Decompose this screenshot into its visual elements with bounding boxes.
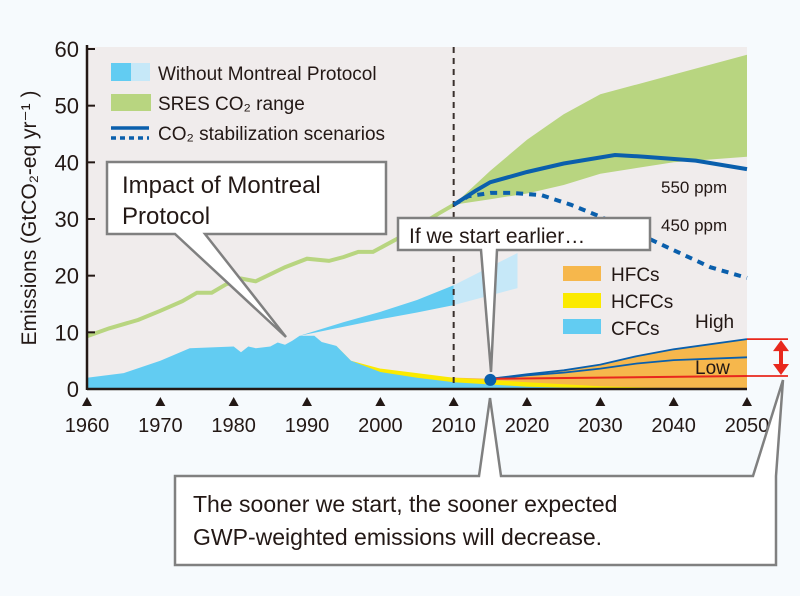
- legend-swatch-sres: [111, 94, 151, 111]
- legend-gases: HFCs HCFCs CFCs: [563, 265, 673, 340]
- x-tick-label: 2050: [725, 415, 770, 437]
- y-tick-label: 60: [55, 37, 79, 62]
- legend-label-sres: SRES CO₂ range: [158, 94, 305, 115]
- y-tick-label: 0: [67, 377, 79, 402]
- x-tick-marker: [228, 397, 239, 406]
- sres-history-line: [86, 203, 455, 339]
- label-450ppm: 450 ppm: [661, 216, 727, 235]
- stabilization-550ppm-line: [452, 152, 748, 207]
- callout-earlier-text: If we start earlier…: [409, 225, 585, 248]
- y-tick-label: 50: [55, 94, 79, 119]
- y-tick-label: 10: [55, 320, 79, 345]
- start-point-marker: [484, 373, 497, 386]
- label-low: Low: [695, 358, 730, 379]
- y-axis-label: Emissions (GtCO₂-eq yr⁻¹ ): [18, 91, 41, 346]
- callout-sooner-line2: GWP-weighted emissions will decrease.: [193, 524, 602, 550]
- legend-label-stabilization: CO₂ stabilization scenarios: [158, 124, 385, 145]
- without-mp-area: [299, 285, 454, 336]
- y-tick-label: 20: [55, 264, 79, 289]
- stabilization-450ppm-line: [452, 190, 748, 280]
- x-tick-label: 2040: [651, 415, 696, 437]
- x-tick-label: 2020: [505, 415, 550, 437]
- legend-swatch-without-mp-light: [131, 63, 150, 81]
- callout-montreal-shape: [105, 160, 388, 338]
- x-tick-label: 2030: [578, 415, 623, 437]
- legend-top: Without Montreal Protocol SRES CO₂ range…: [111, 63, 385, 145]
- legend-label-without-mp: Without Montreal Protocol: [158, 64, 377, 85]
- callout-montreal-line1: Impact of Montreal: [122, 172, 321, 199]
- legend-swatch-without-mp-dark: [111, 63, 131, 81]
- callout-sooner-line1: The sooner we start, the sooner expected: [193, 491, 617, 517]
- label-high: High: [695, 312, 734, 333]
- callout-sooner-shape: [173, 379, 785, 567]
- x-tick-label: 2000: [358, 415, 403, 437]
- y-tick-label: 30: [55, 207, 79, 232]
- hfcs-low-line: [490, 356, 748, 380]
- red-baseline-line: [490, 375, 748, 380]
- x-tick-marker: [522, 397, 532, 406]
- callout-earlier: If we start earlier…: [396, 216, 652, 373]
- y-tick-label: 40: [55, 150, 79, 175]
- legend-swatch-hcfcs: [563, 293, 601, 308]
- x-tick-marker: [82, 397, 92, 406]
- hfcs-high-line: [490, 338, 748, 380]
- x-tick-label: 1980: [211, 415, 256, 437]
- callout-sooner: The sooner we start, the sooner expected…: [173, 379, 785, 567]
- range-arrow-down-head: [773, 363, 789, 375]
- x-tick-marker: [448, 397, 459, 406]
- label-550ppm: 550 ppm: [661, 178, 727, 197]
- callout-montreal: Impact of Montreal Protocol: [105, 160, 388, 338]
- legend-label-hfcs: HFCs: [611, 265, 660, 286]
- legend-label-cfcs: CFCs: [611, 319, 660, 340]
- x-tick-marker: [742, 397, 752, 406]
- x-tick-marker: [375, 397, 386, 406]
- lines-layer: [86, 47, 789, 389]
- x-tick-label: 1990: [285, 415, 330, 437]
- legend-swatch-cfcs: [563, 319, 601, 334]
- x-tick-marker: [302, 397, 312, 406]
- cfcs-area: [87, 335, 747, 389]
- range-arrow-up-head: [773, 340, 789, 352]
- callout-montreal-line2: Protocol: [122, 203, 210, 230]
- callout-earlier-shape: [396, 216, 652, 373]
- hcfcs-area: [336, 345, 747, 389]
- x-tick-label: 2010: [431, 415, 476, 437]
- x-tick-label: 1970: [138, 415, 183, 437]
- sres-range-area: [453, 54, 747, 205]
- legend-swatch-hfcs: [563, 266, 601, 281]
- x-tick-marker: [155, 397, 166, 406]
- x-tick-marker: [595, 397, 606, 406]
- x-tick-label: 1960: [65, 415, 110, 437]
- legend-label-hcfcs: HCFCs: [611, 292, 673, 313]
- x-tick-marker: [668, 397, 679, 406]
